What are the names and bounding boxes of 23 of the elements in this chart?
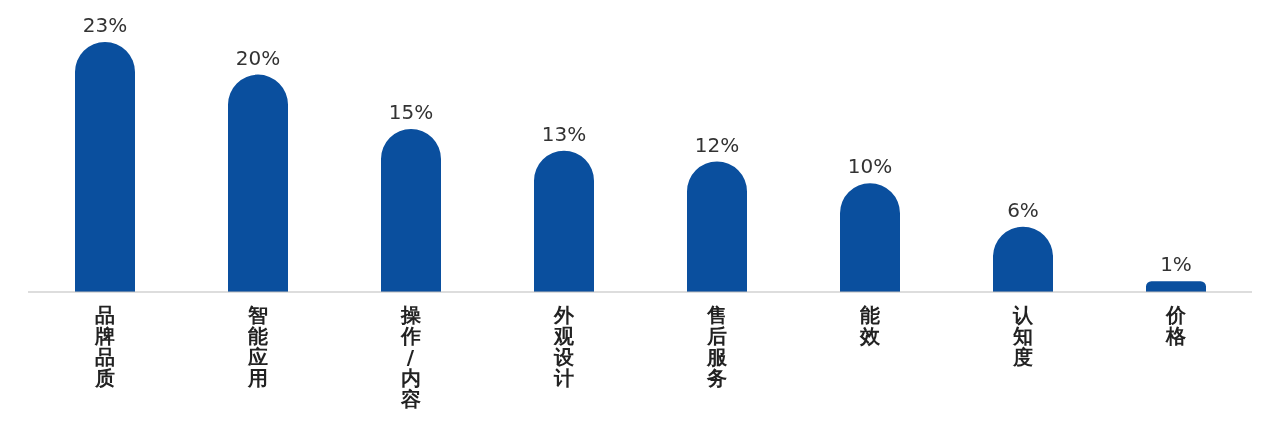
data-label: 10% (847, 154, 893, 179)
bar (1146, 281, 1206, 292)
data-label: 13% (541, 121, 587, 146)
bar (381, 128, 441, 292)
x-tick-label: 品牌品质 (93, 303, 115, 390)
bar (228, 74, 288, 292)
data-label: 20% (235, 45, 281, 70)
data-label: 23% (82, 13, 128, 37)
x-tick-label: 价格 (1164, 303, 1187, 348)
data-label: 12% (694, 132, 740, 157)
bar (534, 150, 594, 292)
data-label: 1% (1160, 252, 1192, 277)
x-tick-label: 售后服务 (705, 303, 728, 390)
data-label: 6% (1007, 197, 1039, 222)
x-tick-label: 外观设计 (552, 303, 575, 390)
bar (840, 183, 900, 292)
x-tick-label: 智能应用 (246, 303, 268, 390)
x-tick-label: 操作/内容 (399, 303, 422, 411)
x-tick-label: 认知度 (1011, 303, 1034, 369)
x-tick-label: 能效 (858, 303, 881, 348)
bar (75, 42, 135, 292)
bar (687, 161, 747, 292)
data-label: 15% (388, 99, 434, 124)
